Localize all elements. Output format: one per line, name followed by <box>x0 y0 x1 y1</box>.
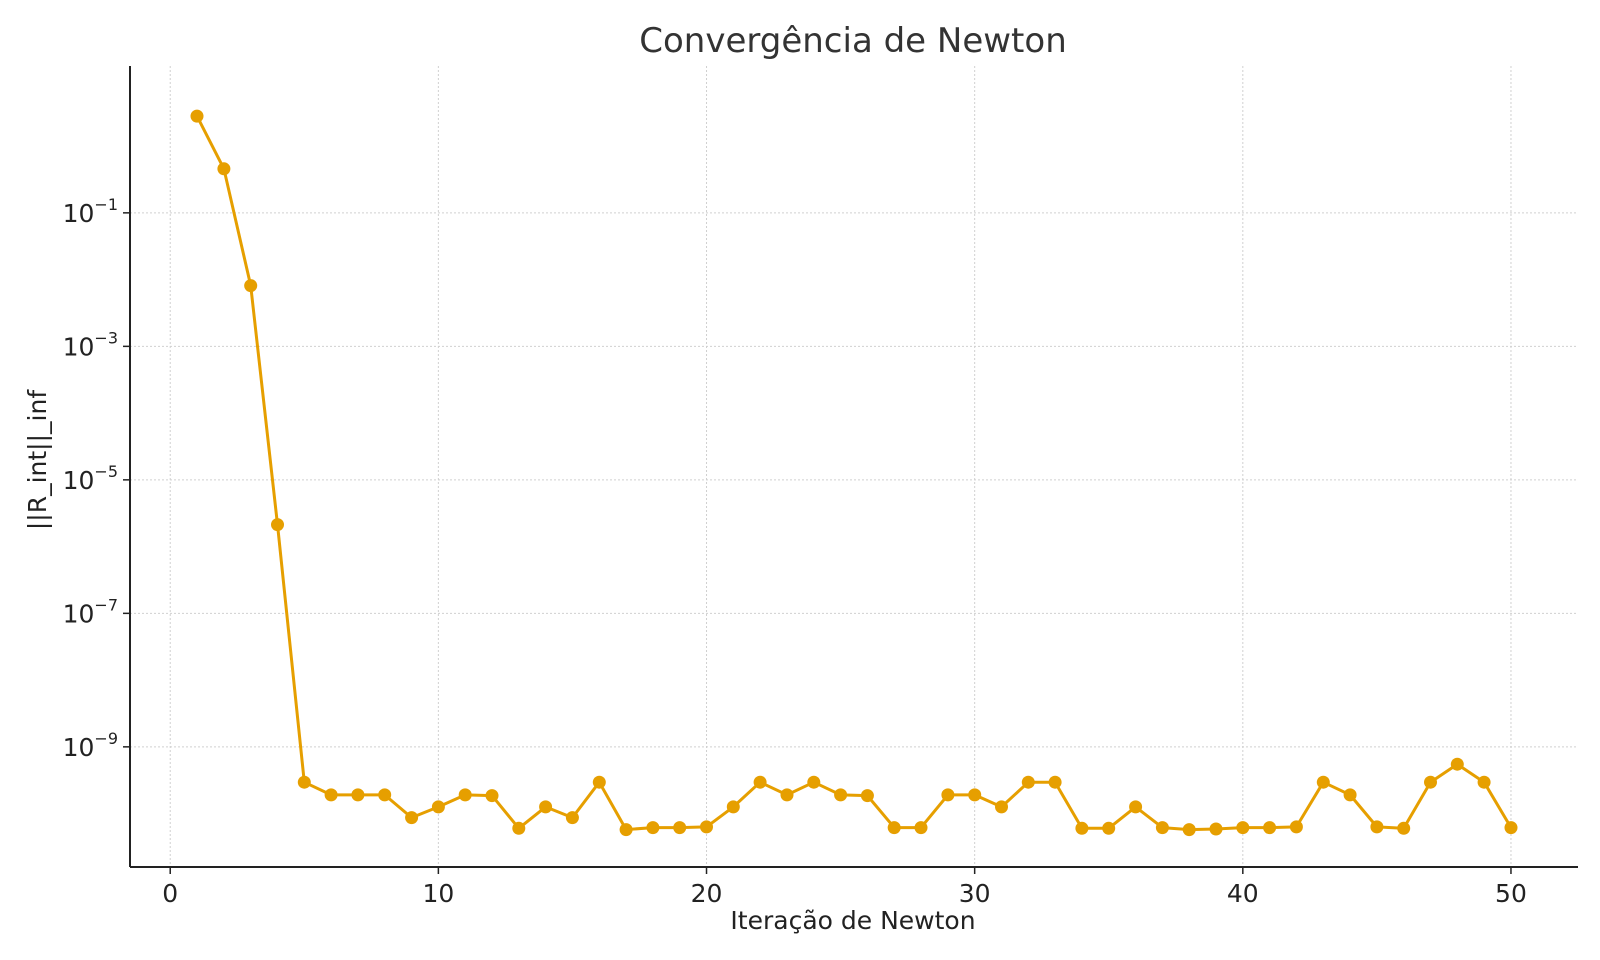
data-point <box>217 162 231 176</box>
data-point <box>753 775 767 789</box>
data-point <box>646 821 660 835</box>
data-point <box>860 789 874 803</box>
y-tick-label: 10−3 <box>63 328 118 361</box>
data-point <box>941 788 955 802</box>
x-tick-label: 0 <box>162 879 178 908</box>
data-point <box>1424 775 1437 789</box>
data-point <box>431 800 445 814</box>
y-axis-label: ||R_int||_inf <box>23 389 52 530</box>
data-point <box>619 823 633 837</box>
data-point <box>1504 821 1518 835</box>
data-point <box>700 820 713 834</box>
data-point <box>324 788 338 802</box>
series-line-0 <box>195 115 1513 832</box>
x-tick-label: 30 <box>959 879 991 908</box>
axes-spines <box>129 66 1578 868</box>
data-point <box>1477 775 1491 789</box>
data-point <box>378 788 392 802</box>
data-point <box>726 800 740 814</box>
data-point <box>1102 821 1116 835</box>
data-point <box>1343 788 1357 802</box>
series-lines <box>195 115 1513 832</box>
data-point <box>1129 800 1143 814</box>
data-point <box>271 518 284 532</box>
data-point <box>1397 821 1411 835</box>
data-point <box>592 775 606 789</box>
data-point <box>297 775 311 789</box>
data-point <box>190 109 204 123</box>
x-tick-label: 40 <box>1227 879 1259 908</box>
y-tick-label: 10−7 <box>63 595 118 628</box>
data-point <box>1316 775 1330 789</box>
data-point <box>1182 823 1196 837</box>
x-axis-ticks: 0 10 20 30 40 50 <box>162 867 1527 908</box>
data-point <box>968 788 982 802</box>
x-tick-label: 20 <box>691 879 723 908</box>
chart-title: Convergência de Newton <box>639 21 1067 61</box>
data-point <box>405 811 419 825</box>
data-point <box>565 811 579 825</box>
data-point <box>1263 821 1277 835</box>
data-point <box>485 789 499 803</box>
data-point <box>1209 822 1223 836</box>
y-tick-label: 10−1 <box>63 195 118 228</box>
data-point <box>887 821 901 835</box>
data-point <box>995 800 1008 814</box>
data-point <box>807 775 821 789</box>
data-point <box>512 821 526 835</box>
data-point <box>1048 775 1062 789</box>
y-tick-label: 10−5 <box>63 462 118 495</box>
y-tick-label: 10−9 <box>63 729 118 762</box>
data-point <box>244 279 258 293</box>
data-point <box>1370 820 1384 834</box>
x-tick-label: 10 <box>422 879 454 908</box>
data-point <box>780 788 794 802</box>
y-axis-ticks: 10−9 10−7 10−5 10−3 10−1 <box>63 195 130 762</box>
data-point <box>1155 821 1169 835</box>
data-point <box>834 788 848 802</box>
data-point <box>1075 821 1089 835</box>
data-point <box>458 788 472 802</box>
data-point <box>351 788 365 802</box>
data-point <box>1236 821 1250 835</box>
data-point <box>914 821 928 835</box>
series-points <box>190 109 1518 837</box>
x-axis-label: Iteração de Newton <box>730 906 975 935</box>
grid-lines <box>130 66 1578 867</box>
data-point <box>1289 820 1303 834</box>
data-point <box>539 800 553 814</box>
data-point <box>1021 775 1035 789</box>
data-point <box>673 821 687 835</box>
data-point <box>1450 757 1464 771</box>
x-tick-label: 50 <box>1495 879 1527 908</box>
